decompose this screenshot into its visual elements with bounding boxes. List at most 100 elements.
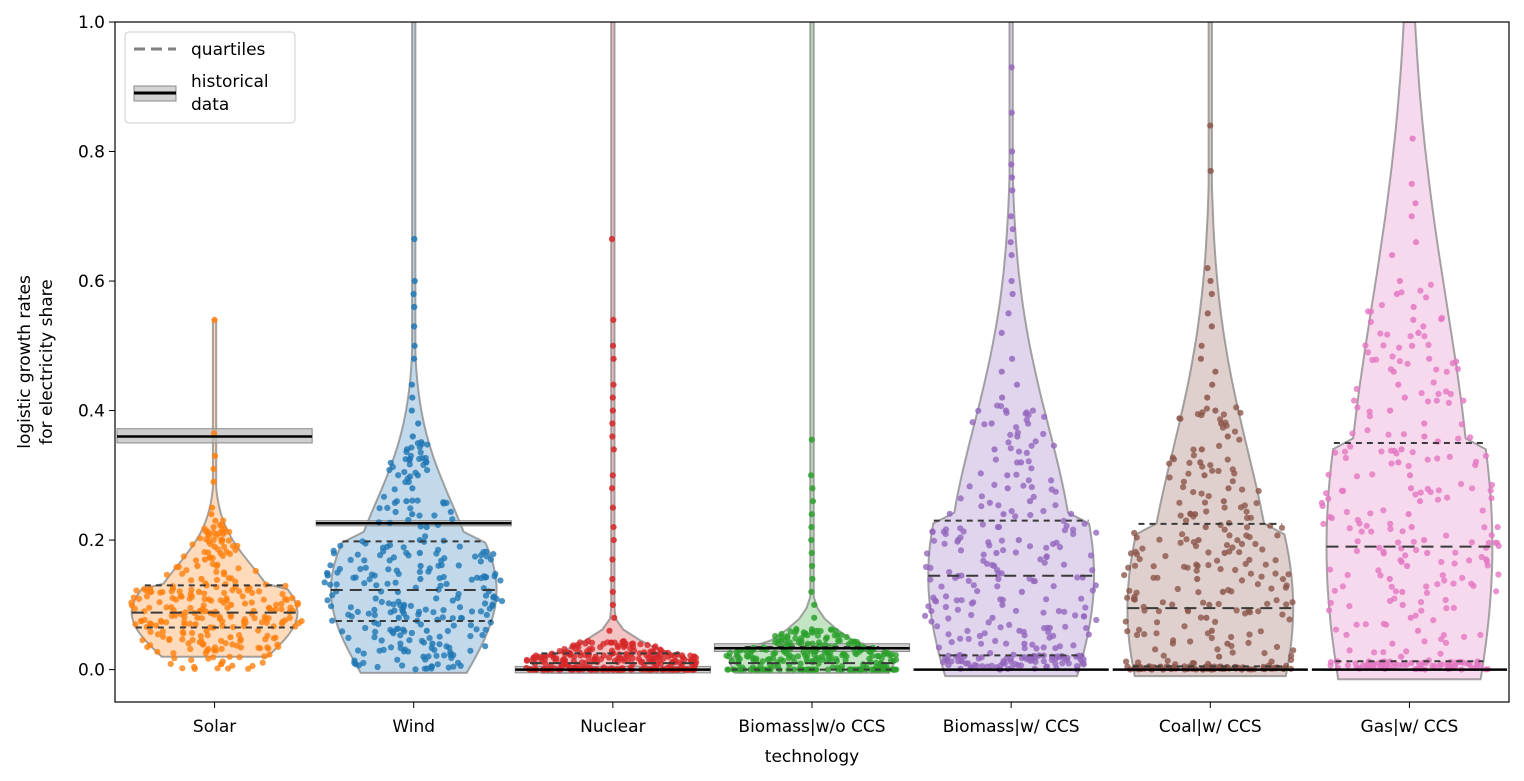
swarm-point <box>1366 408 1373 415</box>
swarm-point <box>1232 566 1239 574</box>
swarm-point <box>1219 588 1226 596</box>
swarm-point <box>998 368 1005 375</box>
swarm-point <box>1323 490 1330 497</box>
swarm-point <box>1028 484 1035 491</box>
swarm-point <box>154 648 161 655</box>
swarm-point <box>1204 265 1211 272</box>
swarm-point <box>1221 526 1228 533</box>
swarm-point <box>778 633 785 641</box>
swarm-point <box>1238 540 1246 548</box>
swarm-point <box>583 659 590 666</box>
swarm-point <box>523 656 531 664</box>
swarm-point <box>1236 436 1243 443</box>
swarm-point <box>1378 302 1385 309</box>
swarm-point <box>1169 454 1176 461</box>
swarm-point <box>1043 663 1050 670</box>
swarm-point <box>610 316 617 323</box>
swarm-point <box>402 479 409 486</box>
swarm-point <box>248 599 255 606</box>
swarm-point <box>423 627 430 634</box>
swarm-point <box>394 656 401 663</box>
swarm-point <box>198 615 206 622</box>
swarm-point <box>1418 390 1425 397</box>
swarm-point <box>395 598 402 605</box>
swarm-point <box>1354 538 1361 545</box>
swarm-point <box>1005 439 1012 446</box>
swarm-point <box>1141 631 1148 638</box>
swarm-point <box>425 568 432 575</box>
swarm-point <box>1197 459 1204 466</box>
swarm-point <box>1070 526 1077 533</box>
swarm-point <box>1183 517 1190 524</box>
swarm-point <box>942 593 950 600</box>
swarm-point <box>416 512 423 519</box>
swarm-point <box>998 537 1006 544</box>
swarm-point <box>235 565 242 572</box>
swarm-point <box>942 603 950 611</box>
swarm-point <box>261 653 268 660</box>
swarm-point <box>183 567 190 574</box>
swarm-point <box>1388 460 1395 467</box>
swarm-point <box>266 651 273 658</box>
swarm-point <box>205 549 212 556</box>
swarm-point <box>1254 581 1261 588</box>
swarm-point <box>1279 611 1286 618</box>
swarm-point <box>1060 561 1068 568</box>
swarm-point <box>1318 499 1325 507</box>
swarm-point <box>169 585 177 592</box>
swarm-point <box>542 653 549 660</box>
violin-group-Biomass|w/ CCS <box>913 22 1109 678</box>
swarm-point <box>948 639 955 646</box>
swarm-point <box>337 542 344 549</box>
swarm-point <box>1272 557 1279 564</box>
swarm-point <box>980 557 987 564</box>
swarm-point <box>208 511 215 518</box>
swarm-point <box>424 467 431 474</box>
swarm-point <box>1450 604 1457 612</box>
swarm-point <box>1488 532 1495 539</box>
swarm-point <box>1180 478 1187 485</box>
swarm-point <box>1028 442 1035 449</box>
swarm-point <box>417 449 424 456</box>
swarm-point <box>409 511 416 518</box>
swarm-point <box>1368 528 1375 535</box>
swarm-point <box>166 636 173 643</box>
plot-area <box>116 22 1508 681</box>
swarm-point <box>1123 658 1130 665</box>
swarm-point <box>1272 570 1279 577</box>
swarm-point <box>977 470 984 477</box>
swarm-point <box>813 627 821 634</box>
swarm-point <box>1228 633 1235 641</box>
swarm-point <box>610 446 617 453</box>
swarm-point <box>800 649 807 656</box>
swarm-point <box>1399 601 1406 609</box>
swarm-point <box>1190 446 1197 453</box>
swarm-point <box>264 632 271 639</box>
violin-body <box>1325 22 1494 681</box>
swarm-point <box>482 643 489 650</box>
swarm-point <box>1343 508 1350 516</box>
swarm-point <box>1434 581 1441 588</box>
swarm-point <box>999 394 1006 401</box>
swarm-point <box>610 381 617 388</box>
swarm-point <box>477 558 484 565</box>
swarm-point <box>1365 308 1372 315</box>
swarm-point <box>1433 366 1440 373</box>
swarm-point <box>1327 662 1334 669</box>
swarm-point <box>609 556 616 563</box>
swarm-point <box>1444 494 1451 501</box>
swarm-point <box>225 537 232 544</box>
swarm-point <box>205 655 212 662</box>
swarm-point <box>1026 543 1034 550</box>
swarm-point <box>784 634 791 641</box>
swarm-point <box>1320 520 1327 528</box>
swarm-point <box>1393 290 1400 298</box>
swarm-point <box>1074 574 1081 581</box>
swarm-point <box>860 661 867 668</box>
swarm-point <box>608 235 616 243</box>
swarm-point <box>483 611 490 619</box>
swarm-point <box>811 601 818 609</box>
legend: quartiles historical data <box>124 31 296 124</box>
swarm-point <box>846 666 853 673</box>
swarm-point <box>187 646 194 653</box>
